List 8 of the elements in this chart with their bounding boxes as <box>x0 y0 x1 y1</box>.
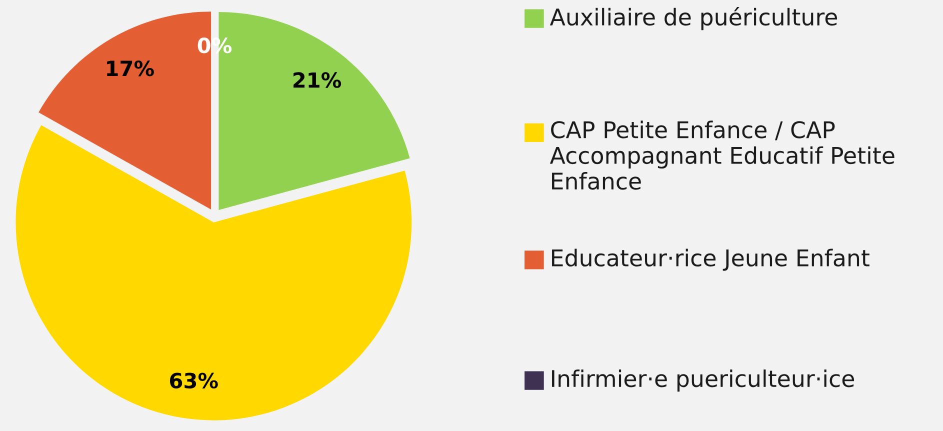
data-label: 21% <box>293 72 342 88</box>
data-label: 63% <box>170 372 218 388</box>
legend-label: Auxiliaire de puériculture <box>550 6 838 30</box>
legend-label: Infirmier·e puericulteur·ice <box>552 369 854 392</box>
text: 0% <box>198 38 232 54</box>
data-label: 17% <box>107 60 154 76</box>
legend-label: Educateur·rice Jeune Enfant <box>552 248 870 271</box>
legend-label: CAP Petite Enfance / CAP Accompagnant Educatif Petite Enfance <box>550 120 894 190</box>
